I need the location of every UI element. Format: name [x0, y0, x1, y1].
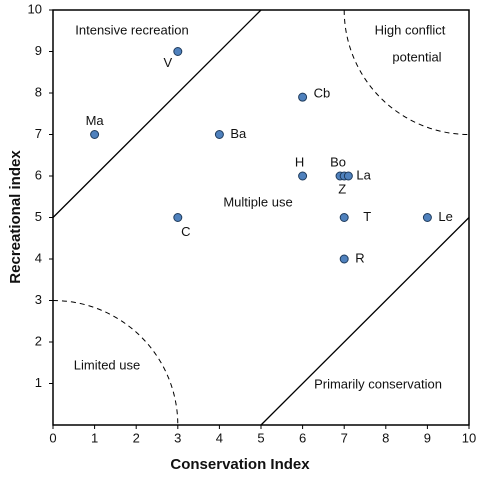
point	[339, 213, 349, 222]
y-tick-label: 6	[35, 167, 42, 182]
y-tick-label: 1	[35, 375, 42, 390]
x-tick-label: 1	[91, 430, 98, 445]
zone-label: Limited use	[74, 357, 140, 372]
point-label: C	[181, 224, 190, 239]
point-label: Cb	[314, 86, 331, 101]
zone-label: Multiple use	[223, 194, 292, 209]
zone-label: potential	[392, 49, 441, 64]
point	[173, 47, 183, 56]
y-tick-label: 8	[35, 84, 42, 99]
zone-line	[260, 217, 470, 426]
x-tick-label: 7	[341, 430, 348, 445]
x-axis-title: Conservation Index	[170, 456, 310, 473]
point	[90, 130, 100, 139]
zone-label: Primarily conservation	[314, 376, 442, 391]
y-tick-label: 2	[35, 333, 42, 348]
point-label: H	[295, 154, 304, 169]
point-label: Bo	[330, 154, 346, 169]
y-tick-label: 10	[28, 1, 42, 16]
point-label: Le	[438, 209, 452, 224]
zone-label: High conflict	[375, 22, 446, 37]
x-tick-label: 6	[299, 430, 306, 445]
x-tick-label: 3	[174, 430, 181, 445]
y-tick-label: 7	[35, 126, 42, 141]
point-label: Ba	[230, 126, 247, 141]
y-tick-label: 4	[35, 250, 42, 265]
point-label: Z	[338, 181, 346, 196]
point	[173, 213, 183, 222]
y-tick-label: 9	[35, 43, 42, 58]
point-label: La	[356, 167, 371, 182]
zone-label: Intensive recreation	[75, 22, 188, 37]
x-tick-label: 10	[462, 430, 476, 445]
point-label: R	[355, 250, 364, 265]
x-tick-label: 5	[257, 430, 264, 445]
x-tick-label: 4	[216, 430, 223, 445]
x-tick-label: 0	[49, 430, 56, 445]
zone-line	[52, 9, 262, 218]
point-label: Ma	[86, 113, 105, 128]
point	[214, 130, 224, 139]
point-label: T	[363, 209, 371, 224]
point	[298, 92, 308, 102]
point	[422, 213, 432, 222]
point	[339, 254, 349, 264]
point	[343, 171, 353, 181]
y-tick-label: 5	[35, 209, 42, 224]
point	[298, 171, 308, 181]
y-tick-label: 3	[35, 292, 42, 307]
x-tick-label: 2	[133, 430, 140, 445]
x-tick-label: 8	[382, 430, 389, 445]
point-label: V	[163, 55, 172, 70]
x-tick-label: 9	[424, 430, 431, 445]
y-axis-title: Recreational index	[7, 150, 24, 284]
